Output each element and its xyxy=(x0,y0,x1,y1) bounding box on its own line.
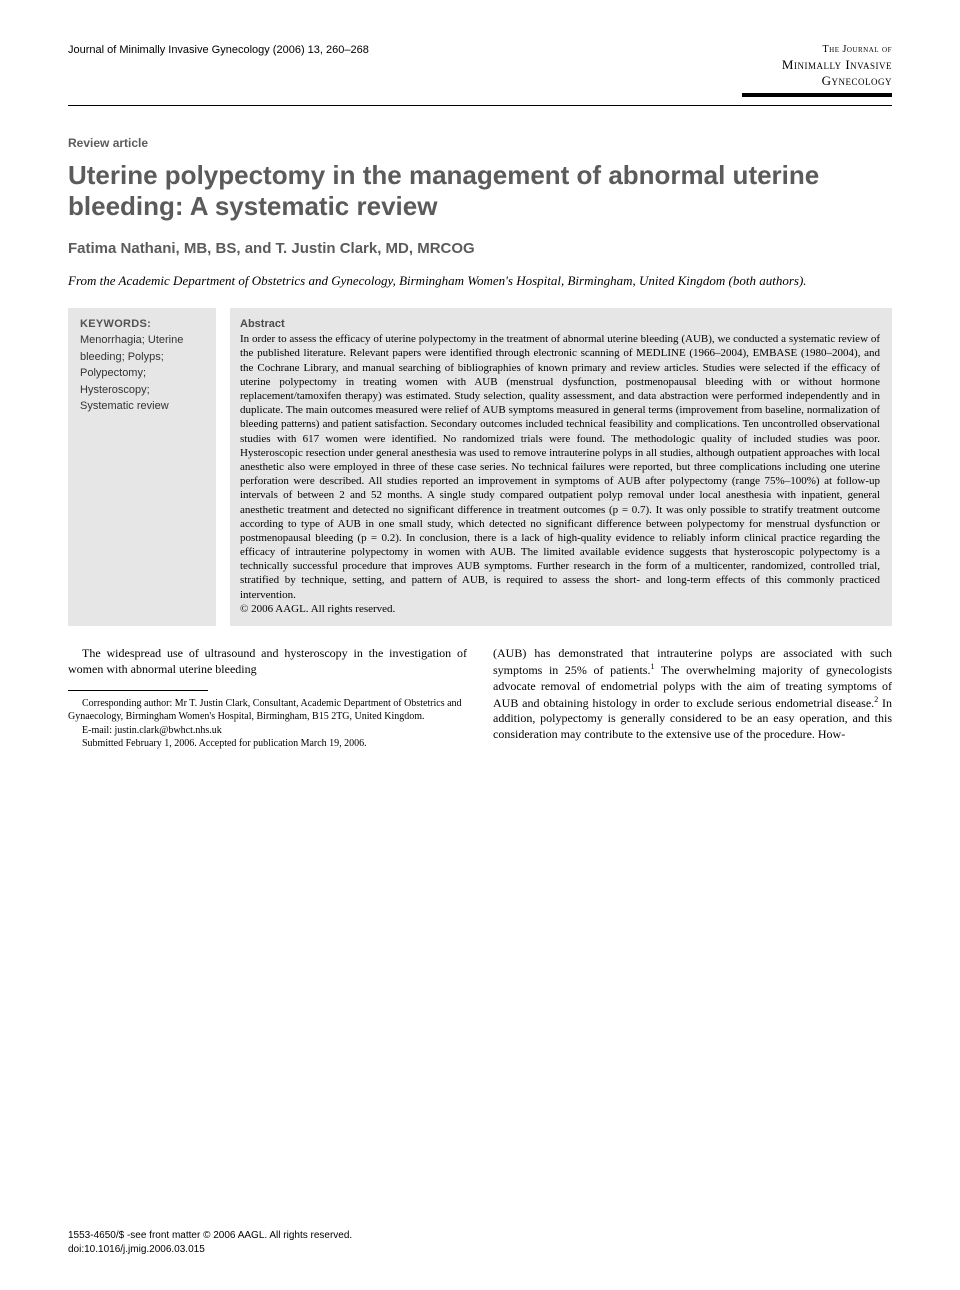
article-type: Review article xyxy=(68,136,892,150)
abstract-copyright: © 2006 AAGL. All rights reserved. xyxy=(240,603,395,615)
abstract-column: Abstract In order to assess the efficacy… xyxy=(230,308,892,626)
journal-reference: Journal of Minimally Invasive Gynecology… xyxy=(68,44,369,56)
keywords-box: KEYWORDS: Menorrhagia; Uterine bleeding;… xyxy=(68,308,216,626)
corresp-email: E-mail: justin.clark@bwhct.nhs.uk xyxy=(68,724,467,738)
keywords-header: KEYWORDS: xyxy=(80,318,206,330)
article-title: Uterine polypectomy in the management of… xyxy=(68,160,892,222)
abstract-body: In order to assess the efficacy of uteri… xyxy=(240,333,880,600)
footer-doi: doi:10.1016/j.jmig.2006.03.015 xyxy=(68,1243,352,1257)
journal-logo-line1: The Journal of xyxy=(742,44,892,57)
header-rule xyxy=(68,105,892,106)
keywords-list: Menorrhagia; Uterine bleeding; Polyps; P… xyxy=(80,332,206,415)
body-columns: The widespread use of ultrasound and hys… xyxy=(68,646,892,751)
body-col-left: The widespread use of ultrasound and hys… xyxy=(68,646,467,751)
article-affiliation: From the Academic Department of Obstetri… xyxy=(68,273,892,290)
correspondence-block: Corresponding author: Mr T. Justin Clark… xyxy=(68,697,467,751)
article-authors: Fatima Nathani, MB, BS, and T. Justin Cl… xyxy=(68,240,892,257)
body-para-left: The widespread use of ultrasound and hys… xyxy=(68,646,467,678)
abstract-text: In order to assess the efficacy of uteri… xyxy=(240,332,880,616)
correspondence-rule xyxy=(68,690,208,691)
journal-logo: The Journal of Minimally Invasive Gyneco… xyxy=(742,44,892,97)
abstract-block: KEYWORDS: Menorrhagia; Uterine bleeding;… xyxy=(68,308,892,626)
logo-rule xyxy=(742,93,892,97)
corresp-dates: Submitted February 1, 2006. Accepted for… xyxy=(68,737,467,751)
page-footer: 1553-4650/$ -see front matter © 2006 AAG… xyxy=(68,1229,352,1256)
abstract-header: Abstract xyxy=(240,318,880,330)
corresp-address: Corresponding author: Mr T. Justin Clark… xyxy=(68,697,467,724)
body-col-right: (AUB) has demonstrated that intrauterine… xyxy=(493,646,892,751)
journal-logo-line3: Gynecology xyxy=(742,73,892,89)
footer-copyright: 1553-4650/$ -see front matter © 2006 AAG… xyxy=(68,1229,352,1243)
page-header: Journal of Minimally Invasive Gynecology… xyxy=(68,44,892,97)
journal-logo-line2: Minimally Invasive xyxy=(742,57,892,73)
body-para-right: (AUB) has demonstrated that intrauterine… xyxy=(493,646,892,743)
